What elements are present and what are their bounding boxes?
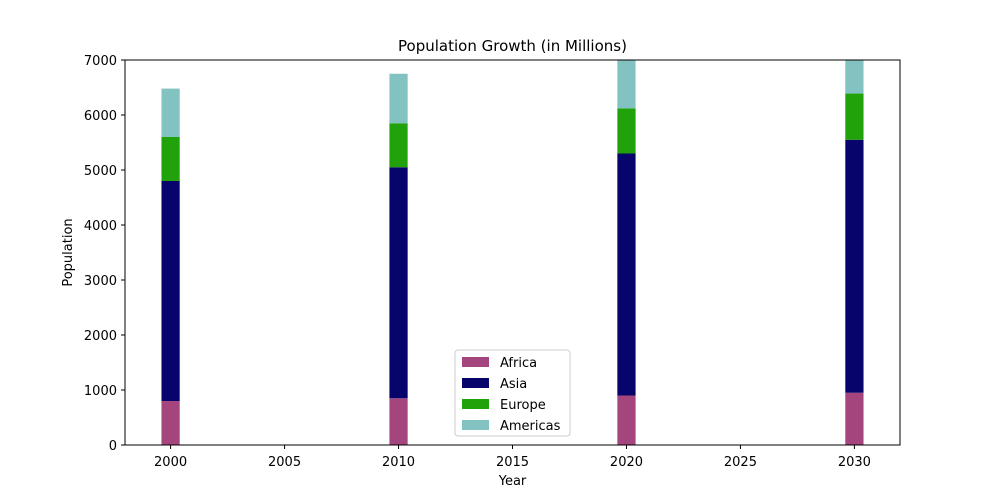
bar-europe-2000 [161,137,180,181]
legend-label-africa: Africa [500,356,537,371]
bar-africa-2010 [389,398,408,445]
bar-africa-2020 [617,395,636,445]
legend-box [454,349,571,437]
bar-europe-2030 [845,93,864,140]
bar-asia-2010 [389,167,408,399]
y-tick-label: 7000 [84,54,117,69]
legend-swatch-europe [462,399,489,409]
x-tick-label: 2025 [724,455,757,470]
bar-africa-2000 [161,401,180,445]
x-tick-label: 2020 [610,455,643,470]
x-tick-label: 2030 [838,455,871,470]
x-tick-label: 2000 [154,455,187,470]
bar-asia-2030 [845,139,864,393]
legend: Africa Asia Europe Americas [454,349,571,437]
y-tick-label: 1000 [84,384,117,399]
bar-americas-2030 [845,60,864,94]
x-axis-label: Year [498,474,527,489]
y-tick-label: 0 [109,439,117,454]
x-tick-label: 2015 [496,455,529,470]
x-axis-ticks: 2000 2005 2010 2015 2020 2025 2030 [154,445,871,470]
bar-americas-2000 [161,88,180,137]
x-tick-label: 2005 [268,455,301,470]
bar-asia-2020 [617,153,636,396]
y-tick-label: 2000 [84,329,117,344]
legend-swatch-asia [462,378,489,388]
bar-americas-2020 [617,60,636,109]
legend-label-europe: Europe [500,398,546,413]
y-tick-label: 6000 [84,109,117,124]
legend-swatch-americas [462,420,489,430]
x-tick-label: 2010 [382,455,415,470]
bar-asia-2000 [161,181,180,401]
bar-europe-2020 [617,108,636,154]
bars-group [161,60,864,445]
y-tick-label: 4000 [84,219,117,234]
legend-swatch-africa [462,357,489,367]
legend-label-asia: Asia [500,377,527,392]
y-tick-label: 3000 [84,274,117,289]
y-axis-ticks: 0 1000 2000 3000 4000 5000 6000 7000 [84,54,125,454]
y-axis-label: Population [61,218,76,286]
bar-africa-2030 [845,392,864,445]
chart-title: Population Growth (in Millions) [398,37,627,55]
legend-label-americas: Americas [500,419,561,434]
y-tick-label: 5000 [84,164,117,179]
bar-europe-2010 [389,123,408,168]
bar-americas-2010 [389,73,408,124]
